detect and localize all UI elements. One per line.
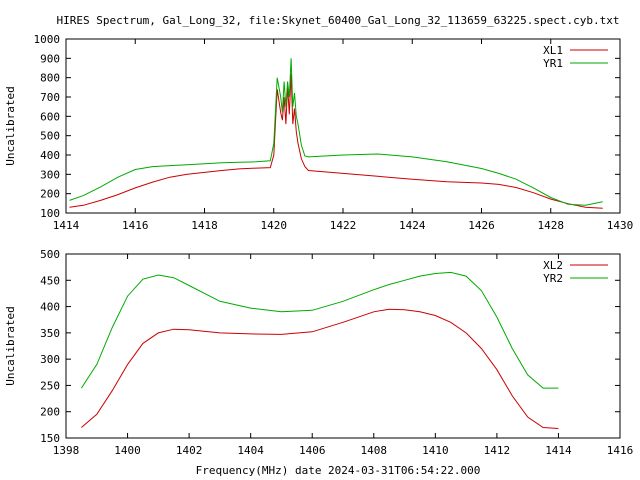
top-series-xl1	[69, 73, 603, 209]
bottom-xtick-label: 1410	[422, 444, 449, 457]
bottom-series-xl2	[81, 308, 559, 429]
bottom-ytick-label: 150	[40, 432, 60, 445]
top-ytick-label: 900	[40, 52, 60, 65]
top-ytick-label: 300	[40, 168, 60, 181]
bottom-xtick-label: 1402	[176, 444, 203, 457]
top-xtick-label: 1414	[53, 219, 80, 232]
top-ytick-label: 800	[40, 72, 60, 85]
bottom-xtick-label: 1414	[545, 444, 572, 457]
bottom-ytick-label: 300	[40, 353, 60, 366]
bottom-xtick-label: 1406	[299, 444, 326, 457]
plot-bottom-frame	[65, 253, 621, 439]
bottom-ytick-label: 250	[40, 379, 60, 392]
bottom-ytick-label: 450	[40, 274, 60, 287]
plot-top-frame	[65, 38, 621, 214]
top-xtick-label: 1418	[191, 219, 218, 232]
top-ytick-label: 1000	[34, 33, 61, 46]
bottom-xtick-label: 1404	[237, 444, 264, 457]
top-ytick-label: 700	[40, 91, 60, 104]
bottom-ytick-label: 350	[40, 327, 60, 340]
bottom-xtick-label: 1412	[484, 444, 511, 457]
top-ytick-label: 600	[40, 110, 60, 123]
x-axis-label: Frequency(MHz) date 2024-03-31T06:54:22.…	[196, 464, 481, 477]
top-xtick-label: 1426	[468, 219, 495, 232]
bottom-ytick-label: 200	[40, 406, 60, 419]
plot-top-series	[69, 58, 603, 209]
top-legend-label-xl1: XL1	[543, 44, 563, 57]
top-legend-label-yr1: YR1	[543, 57, 563, 70]
top-xtick-label: 1430	[607, 219, 634, 232]
top-ytick-label: 100	[40, 207, 60, 220]
top-xtick-label: 1428	[538, 219, 565, 232]
top-xtick-label: 1424	[399, 219, 426, 232]
top-ytick-label: 500	[40, 130, 60, 143]
top-xtick-label: 1416	[122, 219, 149, 232]
bottom-xtick-label: 1398	[53, 444, 80, 457]
plot-top-grid-ticks: 1414 1416 1418 1420 1422 1424 1426 1428 1430 100 2…	[34, 33, 634, 232]
top-series-yr1	[69, 58, 603, 206]
bottom-xtick-label: 1408	[361, 444, 388, 457]
top-ytick-label: 400	[40, 149, 60, 162]
plot-bottom-ylabel: Uncalibrated	[4, 306, 17, 385]
plot-top-ylabel: Uncalibrated	[4, 86, 17, 165]
plot-bottom-series	[80, 271, 559, 429]
bottom-xtick-label: 1416	[607, 444, 634, 457]
top-xtick-label: 1420	[261, 219, 288, 232]
top-ytick-label: 200	[40, 188, 60, 201]
bottom-legend-label-xl2: XL2	[543, 259, 563, 272]
plot-top: 1414 1416 1418 1420 1422 1424 1426 1428 1430 100 2…	[4, 33, 633, 232]
top-xtick-label: 1422	[330, 219, 357, 232]
bottom-series-yr2	[80, 271, 559, 389]
bottom-ytick-label: 400	[40, 301, 60, 314]
bottom-ytick-label: 500	[40, 248, 60, 261]
chart-title: HIRES Spectrum, Gal_Long_32, file:Skynet…	[57, 14, 620, 27]
plot-bottom: 1398 1400 1402 1404 1406 1408 1410 1412 1414 1416…	[4, 248, 633, 457]
plot-bottom-grid-ticks: 1398 1400 1402 1404 1406 1408 1410 1412 1414 1416…	[40, 248, 633, 457]
bottom-xtick-label: 1400	[114, 444, 141, 457]
bottom-legend-label-yr2: YR2	[543, 272, 563, 285]
